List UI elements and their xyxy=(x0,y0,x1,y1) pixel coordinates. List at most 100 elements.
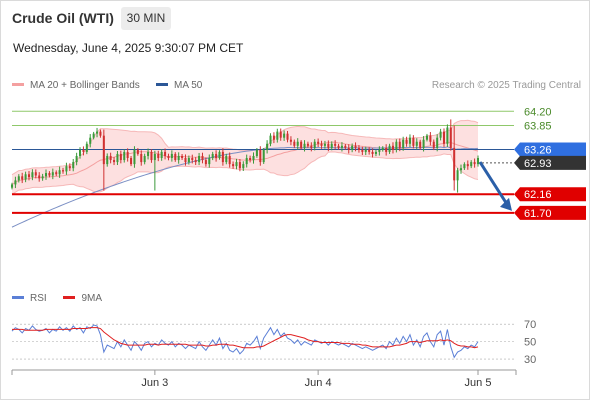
candle-body xyxy=(470,162,473,167)
candle-body xyxy=(442,131,446,144)
candle xyxy=(453,125,456,191)
candle xyxy=(62,167,65,174)
candle xyxy=(194,157,197,166)
level-label-63-85: 63.85 xyxy=(524,120,552,132)
candle-body xyxy=(191,158,194,161)
candle xyxy=(79,147,82,159)
rsi-ma-legend-label: 9MA xyxy=(81,293,103,304)
candle-body xyxy=(143,155,146,163)
candle-body xyxy=(408,137,411,144)
candle xyxy=(456,167,459,193)
candle-body xyxy=(232,164,235,167)
candle xyxy=(395,139,398,153)
candle xyxy=(272,132,275,144)
legend-ma50: MA 50 xyxy=(156,80,202,91)
level-label-63-26: 63.26 xyxy=(524,144,552,156)
candle xyxy=(204,157,207,167)
candle-body xyxy=(24,174,27,180)
candle xyxy=(402,136,405,151)
rsi-legend: RSI 9MA xyxy=(12,293,102,304)
candle xyxy=(102,129,105,191)
x-tick-label: Jun 5 xyxy=(465,377,492,389)
candle xyxy=(259,146,262,166)
candle-body xyxy=(96,131,99,134)
candle-body xyxy=(113,160,116,163)
candle-body xyxy=(245,158,248,165)
candle-body xyxy=(242,164,245,169)
ma20-swatch xyxy=(12,82,24,86)
candle-body xyxy=(283,133,286,138)
candle xyxy=(476,155,480,167)
candle xyxy=(232,161,235,169)
candle-body xyxy=(79,149,82,156)
candle xyxy=(300,140,303,150)
candle-body xyxy=(388,145,391,152)
candle-body xyxy=(208,158,211,165)
candle-body xyxy=(262,149,265,163)
candle xyxy=(351,143,354,153)
candle xyxy=(425,133,428,142)
candle-body xyxy=(14,180,17,185)
candle-body xyxy=(266,143,269,150)
candle xyxy=(432,139,435,151)
candle-body xyxy=(89,137,92,144)
candle-body xyxy=(58,170,61,175)
candle-body xyxy=(10,184,14,188)
candle xyxy=(27,171,31,181)
candle-body xyxy=(385,147,388,152)
candle-body xyxy=(300,141,303,148)
candle xyxy=(211,151,214,161)
candle xyxy=(170,150,173,162)
candle-body xyxy=(228,155,231,165)
candle xyxy=(429,132,432,146)
candle-body xyxy=(255,149,258,156)
candle-body xyxy=(402,139,405,148)
candle xyxy=(191,154,194,164)
candle-body xyxy=(48,173,51,176)
bollinger-lower-line xyxy=(11,151,479,195)
candle xyxy=(466,160,469,170)
candle-body xyxy=(449,127,452,148)
candle-body xyxy=(340,145,343,148)
candle xyxy=(82,146,85,156)
candle-body xyxy=(41,176,44,179)
timeframe-button[interactable]: 30 MIN xyxy=(121,7,171,30)
candle-body xyxy=(303,143,306,148)
candle xyxy=(99,129,102,138)
candle xyxy=(296,138,299,150)
candle-body xyxy=(425,135,428,140)
candle xyxy=(459,164,463,174)
candle xyxy=(255,148,258,158)
ma20-line xyxy=(11,141,479,185)
candle-body xyxy=(272,135,275,140)
candle-body xyxy=(17,176,20,181)
candle-body xyxy=(432,141,435,148)
candle xyxy=(96,127,99,138)
candle-body xyxy=(174,153,177,161)
candle xyxy=(215,150,218,162)
level-label-64-20: 64.20 xyxy=(524,106,552,118)
candle-body xyxy=(123,151,126,161)
level-tag-62-93 xyxy=(514,155,586,170)
candle-body xyxy=(466,164,469,167)
candle-body xyxy=(391,145,394,150)
candle xyxy=(113,157,116,166)
candle xyxy=(187,155,190,165)
candle-body xyxy=(330,143,333,148)
candle xyxy=(228,152,231,168)
candle-body xyxy=(459,168,463,171)
candle-body xyxy=(153,153,156,161)
candle-body xyxy=(140,153,143,163)
candle-body xyxy=(221,151,224,163)
candle-body xyxy=(446,127,449,144)
candle-body xyxy=(259,149,262,163)
candle xyxy=(109,152,112,164)
level-tag-62-16 xyxy=(514,187,586,202)
candle-body xyxy=(476,158,480,165)
candle-body xyxy=(289,139,292,142)
candle-body xyxy=(181,155,184,159)
candle-body xyxy=(317,141,320,144)
candle xyxy=(378,146,381,156)
candle-body xyxy=(429,135,432,142)
